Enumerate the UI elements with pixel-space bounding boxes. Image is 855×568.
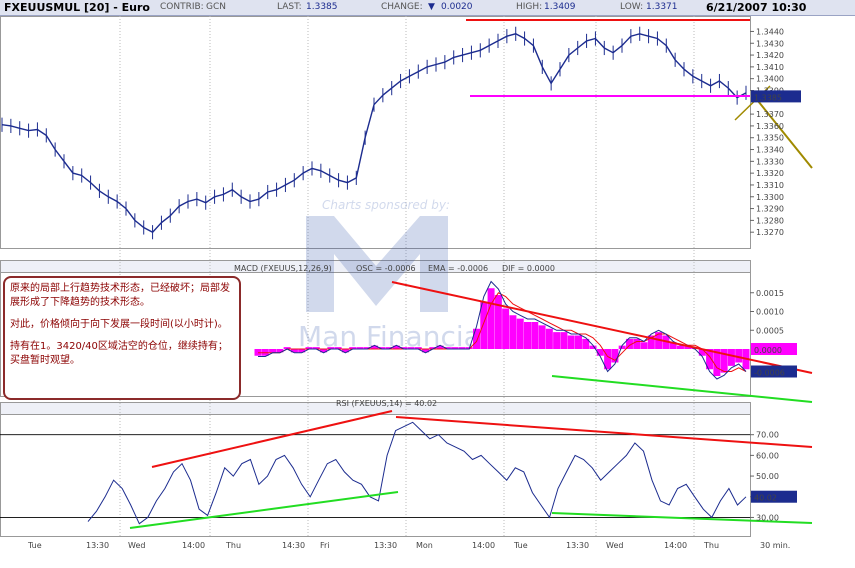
x-tick-label: Tue (513, 541, 528, 550)
macd-title: MACD (FXEUUS,12,26,9) (234, 264, 332, 273)
x-tick-label: 14:00 (182, 541, 205, 550)
analysis-note: 原来的局部上行趋势技术形态，已经破坏；局部发展形成了下降趋势的技术形态。 对此，… (3, 276, 241, 400)
panel-titles: MACD (FXEUUS,12,26,9) OSC = -0.0006 EMA … (234, 264, 555, 408)
last-price-box (751, 90, 801, 103)
watermark-sponsor: Charts sponsored by: (322, 198, 450, 212)
contrib-label: CONTRIB: (160, 2, 204, 12)
price-tick-label: 1.3420 (756, 51, 784, 60)
macd-osc-last: -0.0006 (754, 369, 785, 378)
macd-tick-label: 0.0010 (756, 308, 784, 317)
price-tick-label: 1.3370 (756, 110, 784, 119)
macd-title-bar (0, 260, 751, 273)
last-price-label: 1.3385 (754, 93, 782, 102)
change-value: 0.0020 (441, 2, 473, 12)
price-tick-label: 1.3330 (756, 157, 784, 166)
x-tick-label: Wed (128, 541, 145, 550)
price-tick-label: 1.3320 (756, 169, 784, 178)
last-value: 1.3385 (306, 2, 338, 12)
price-tick-label: 1.3300 (756, 193, 784, 202)
macd-tick-label: 0.0005 (756, 326, 784, 335)
price-tick-label: 1.3430 (756, 39, 784, 48)
x-tick-label: Mon (416, 541, 433, 550)
rsi-title: RSI (FXEUUS,14) = 40.02 (336, 399, 437, 408)
note-paragraph-1: 原来的局部上行趋势技术形态，已经破坏；局部发展形成了下降趋势的技术形态。 (10, 283, 230, 308)
macd-ema: EMA = -0.0006 (428, 264, 488, 273)
low-label: LOW: (620, 2, 644, 12)
datetime: 6/21/2007 10:30 (706, 1, 807, 14)
price-tick-label: 1.3440 (756, 27, 784, 36)
macd-osc: OSC = -0.0006 (356, 264, 416, 273)
rsi-line (87, 421, 747, 525)
rsi-tick-label: 70.00 (756, 431, 779, 440)
macd-series (254, 280, 750, 380)
macd-line (258, 280, 747, 380)
last-label: LAST: (277, 2, 302, 12)
macd-dif: DIF = 0.0000 (502, 264, 555, 273)
x-tick-label: 14:30 (282, 541, 305, 550)
symbol-title: FXEUUSMUL [20] - Euro (4, 1, 150, 14)
macd-lower-line (551, 375, 813, 403)
macd-osc-box (751, 365, 797, 378)
projection-down-line (753, 95, 813, 169)
rsi-lower-line (551, 512, 813, 524)
high-label: HIGH: (516, 2, 543, 12)
chart-canvas: Charts sponsored by: Man Financial 1.344… (0, 16, 813, 550)
price-tick-label: 1.3290 (756, 205, 784, 214)
price-series (1, 26, 747, 240)
rsi-last-label: 40.02 (754, 494, 777, 503)
quote-header: FXEUUSMUL [20] - Euro CONTRIB: GCN LAST:… (0, 0, 855, 16)
price-tick-label: 1.3280 (756, 216, 784, 225)
rsi-last-box (751, 490, 797, 503)
macd-tick-label: 0.0015 (756, 289, 784, 298)
watermark-logo-right (420, 216, 448, 312)
change-down-icon: ▼ (428, 2, 435, 12)
rsi-series (0, 421, 750, 525)
price-tick-label: 1.3400 (756, 75, 784, 84)
x-tick-label: Tue (27, 541, 42, 550)
macd-downtrend-line (391, 281, 813, 374)
panel-frame-0 (0, 16, 751, 249)
x-tick-label: Fri (320, 541, 330, 550)
high-value: 1.3409 (544, 2, 576, 12)
price-tick-label: 1.3350 (756, 134, 784, 143)
contrib-value: GCN (206, 2, 226, 12)
x-tick-label: 13:30 (566, 541, 589, 550)
x-tick-label: Wed (606, 541, 623, 550)
rsi-tick-label: 50.00 (756, 472, 779, 481)
rsi-downtrend-line (395, 416, 813, 448)
change-label: CHANGE: (381, 2, 423, 12)
price-tick-label: 1.3270 (756, 228, 784, 237)
note-paragraph-3: 持有在1。3420/40区域沽空的仓位，继续持有；买盘暂时观望。 (10, 341, 228, 366)
price-tick-label: 1.3360 (756, 122, 784, 131)
x-tick-label: Thu (225, 541, 241, 550)
x-tick-label: 14:00 (472, 541, 495, 550)
x-tick-label: 14:00 (664, 541, 687, 550)
rsi-tick-label: 30.00 (756, 513, 779, 522)
macd-ema-line (258, 292, 747, 372)
price-tick-label: 1.3340 (756, 146, 784, 155)
low-value: 1.3371 (646, 2, 678, 12)
note-paragraph-2: 对此，价格倾向于向下发展一段时间(以小时计)。 (10, 319, 228, 330)
x-tick-label: 13:30 (374, 541, 397, 550)
price-tick-label: 1.3310 (756, 181, 784, 190)
price-tick-label: 1.3410 (756, 63, 784, 72)
watermark-logo-left (306, 216, 334, 312)
rsi-tick-label: 60.00 (756, 451, 779, 460)
panel-frames (0, 16, 751, 537)
x-tick-label: 30 min. (760, 541, 790, 550)
watermark: Charts sponsored by: Man Financial (298, 198, 489, 353)
x-tick-label: 13:30 (86, 541, 109, 550)
price-line (1, 33, 747, 234)
watermark-logo-middle (334, 216, 420, 306)
rsi-support-line (129, 491, 399, 529)
trendlines (129, 19, 813, 529)
macd-dif-last: 0.0000 (754, 346, 782, 355)
axis-labels: 1.34401.34301.34201.34101.34001.33901.33… (27, 27, 801, 550)
macd-dif-box (751, 343, 797, 355)
rsi-uptrend-line (151, 410, 393, 468)
x-tick-label: Thu (703, 541, 719, 550)
